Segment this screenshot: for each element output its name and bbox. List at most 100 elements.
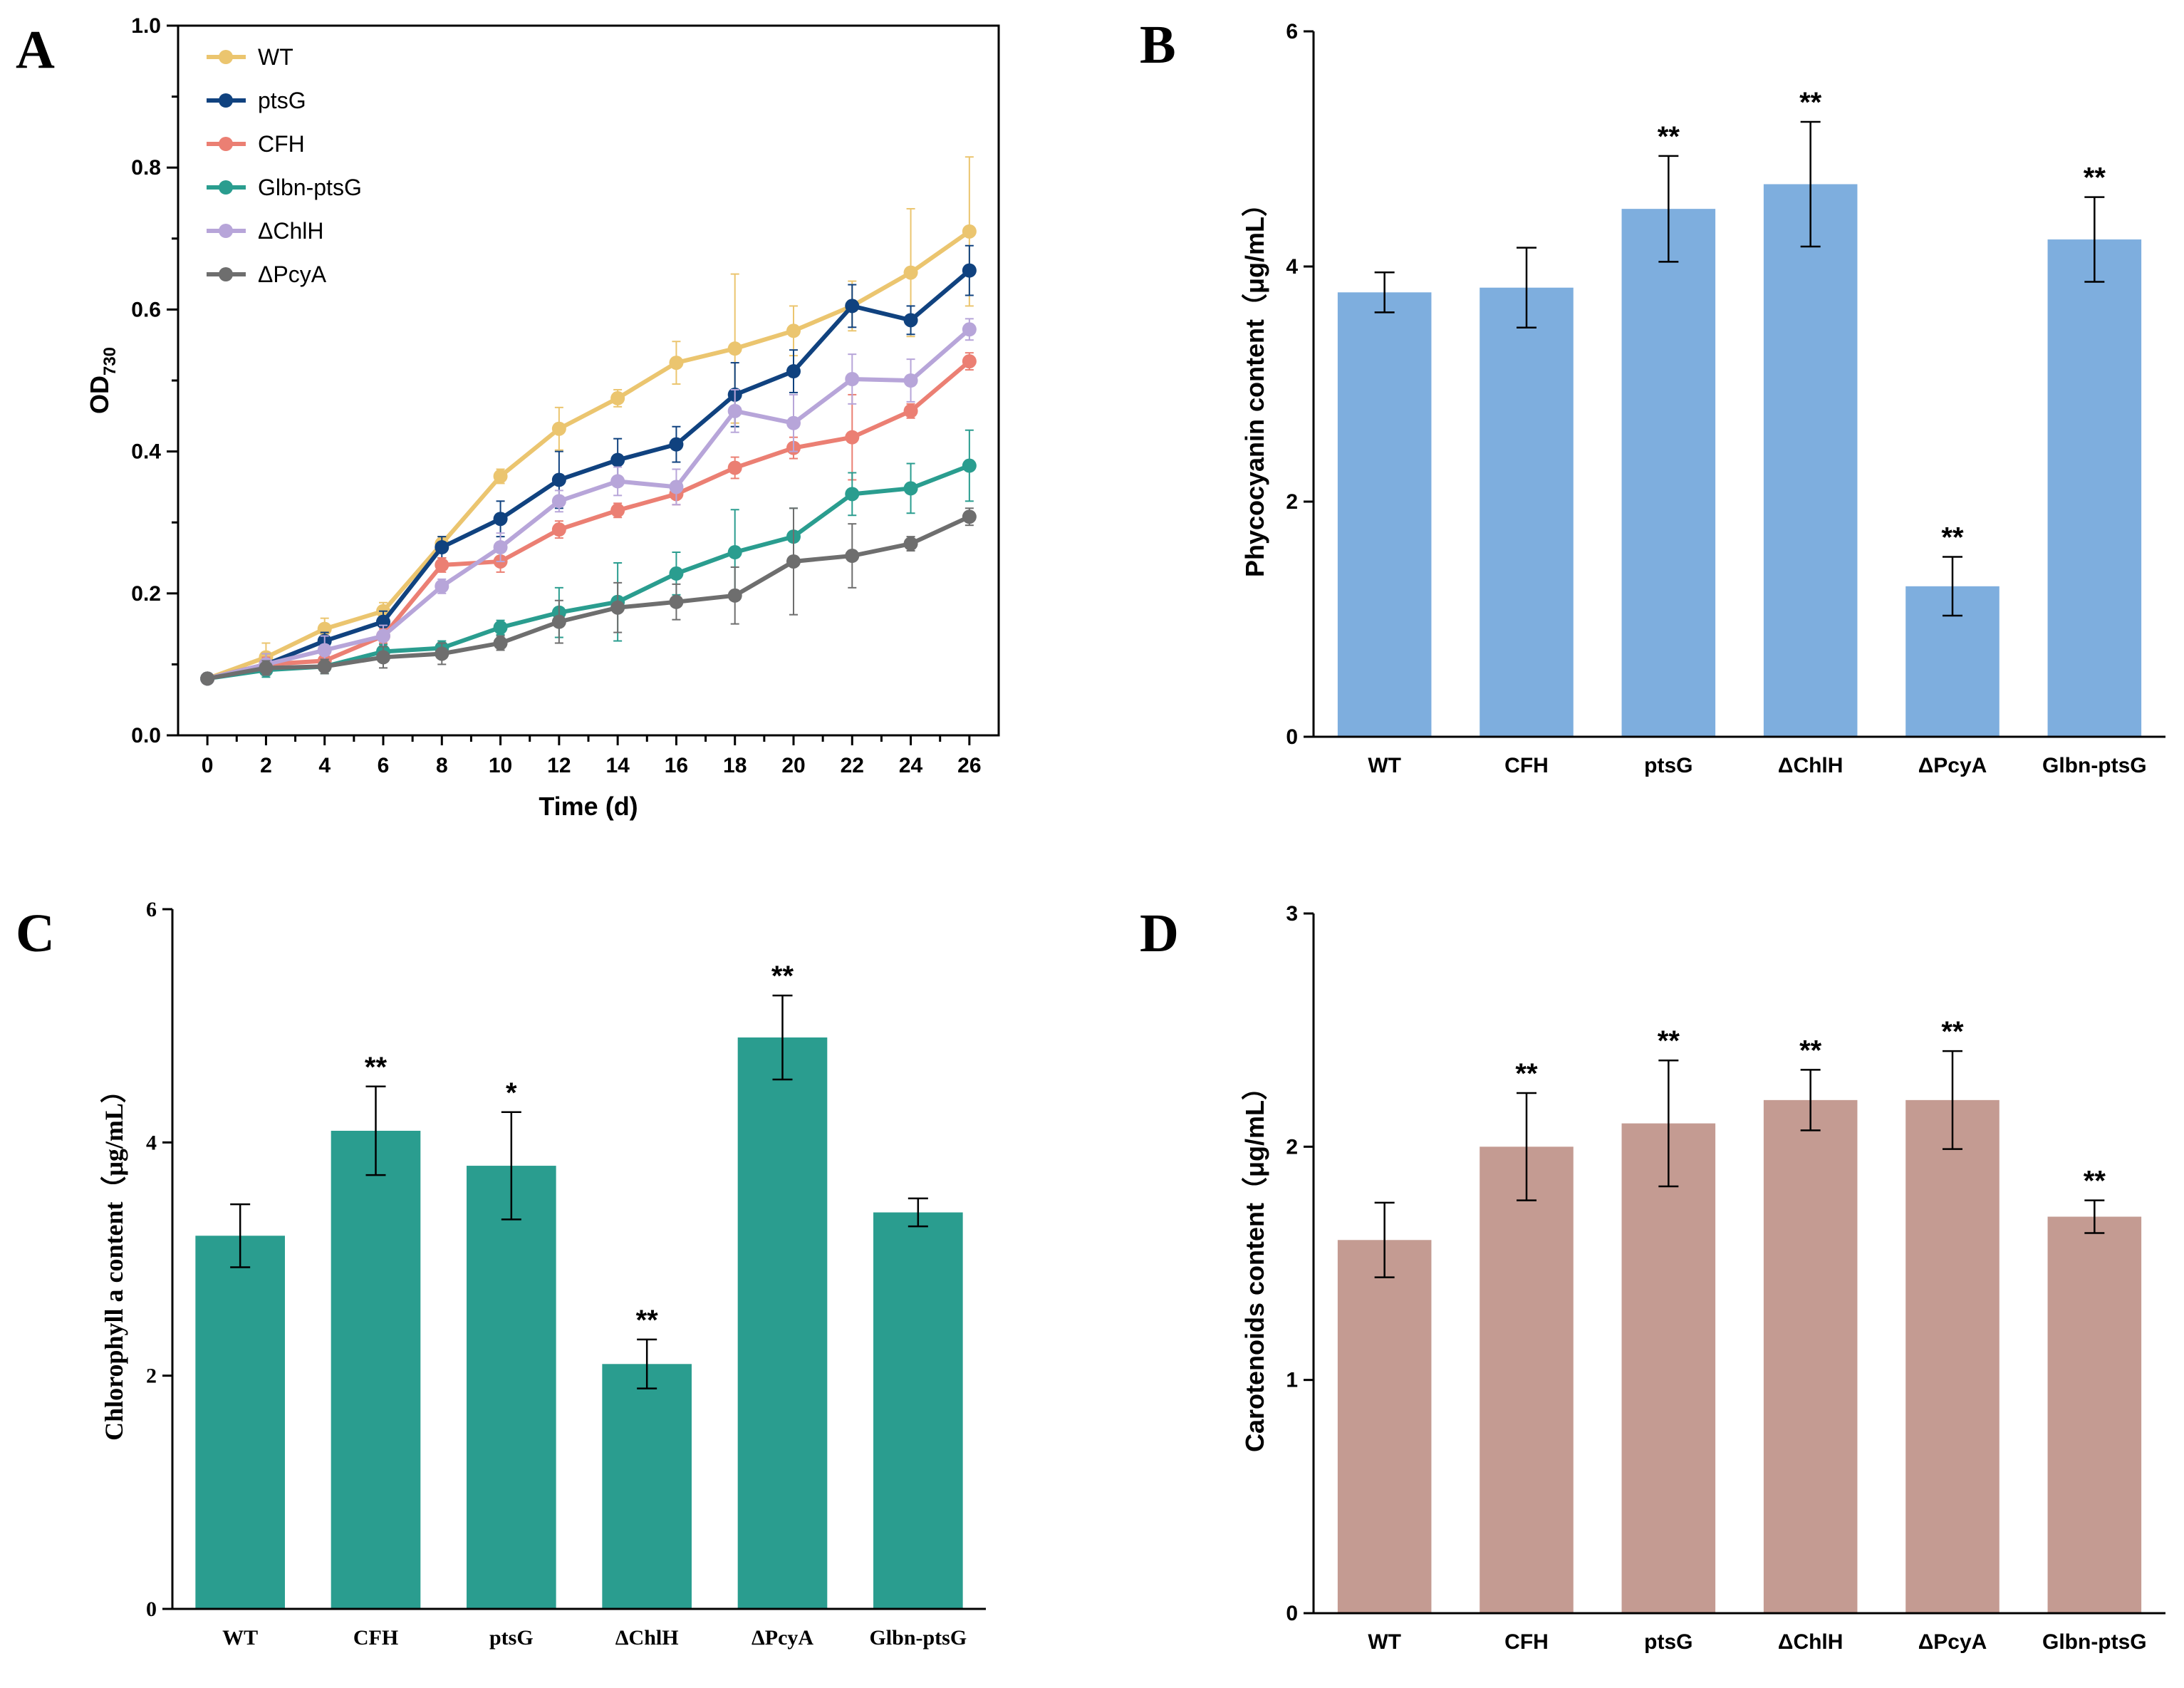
data-point bbox=[493, 469, 508, 484]
x-tick-label: WT bbox=[1368, 754, 1401, 777]
x-tick-label: ΔChlH bbox=[615, 1626, 679, 1650]
series-line bbox=[207, 514, 971, 681]
series-line bbox=[207, 359, 971, 681]
x-tick-label: CFH bbox=[1504, 754, 1549, 777]
y-axis-title: OD730 bbox=[85, 347, 120, 414]
bar-Glbn-ptsG bbox=[2047, 239, 2142, 737]
y-tick-label: 2 bbox=[1286, 1135, 1298, 1159]
x-tick-label: 10 bbox=[489, 754, 512, 777]
legend-marker bbox=[219, 93, 233, 108]
data-point bbox=[962, 509, 977, 524]
data-point bbox=[903, 373, 918, 388]
data-point bbox=[610, 503, 625, 518]
y-tick-label: 0.4 bbox=[131, 440, 161, 464]
legend-marker bbox=[219, 224, 233, 238]
x-tick-label: ΔPcyA bbox=[1918, 754, 1987, 777]
significance-marker: ** bbox=[1515, 1058, 1538, 1089]
y-tick-label: 3 bbox=[1286, 902, 1298, 926]
data-point bbox=[551, 472, 566, 487]
x-tick-label: ΔPcyA bbox=[1918, 1630, 1987, 1654]
data-point bbox=[259, 661, 274, 675]
x-tick-label: 2 bbox=[260, 754, 272, 777]
data-point bbox=[845, 430, 860, 445]
y-tick-label: 0.2 bbox=[131, 582, 161, 606]
data-point bbox=[435, 557, 449, 572]
data-point bbox=[493, 636, 508, 651]
data-point bbox=[669, 437, 684, 452]
x-tick-label: 0 bbox=[202, 754, 214, 777]
data-point bbox=[551, 494, 566, 509]
legend-marker bbox=[219, 180, 233, 195]
data-point bbox=[376, 628, 390, 643]
x-tick-label: ΔChlH bbox=[1778, 754, 1844, 777]
x-tick-label: WT bbox=[222, 1626, 258, 1650]
x-tick-label: Glbn-ptsG bbox=[2042, 754, 2147, 777]
bar-ΔPcyA bbox=[737, 1037, 828, 1609]
data-point bbox=[727, 545, 742, 560]
data-point bbox=[727, 341, 742, 356]
data-point bbox=[845, 299, 860, 314]
x-tick-label: ptsG bbox=[489, 1626, 534, 1650]
x-tick-label: CFH bbox=[1504, 1630, 1549, 1654]
significance-marker: ** bbox=[1941, 1016, 1964, 1047]
bar-CFH bbox=[1480, 1146, 1574, 1613]
data-point bbox=[669, 566, 684, 581]
data-point bbox=[200, 671, 215, 686]
series-ΔPcyA bbox=[200, 507, 977, 686]
data-point bbox=[903, 537, 918, 552]
y-axis-title: Carotenoids content（μg/mL） bbox=[1240, 1075, 1269, 1452]
y-tick-label: 1 bbox=[1286, 1369, 1298, 1392]
data-point bbox=[903, 313, 918, 328]
data-point bbox=[493, 512, 508, 527]
panel-b-bar-chart: B WT CFH ** ptsG ** ΔChlH ** ΔPcyA ** Glbn-ptsG 0 2 4… bbox=[1140, 15, 2165, 777]
significance-marker: ** bbox=[2084, 1166, 2106, 1197]
series-line bbox=[207, 328, 971, 681]
significance-marker: ** bbox=[1941, 522, 1964, 554]
data-point bbox=[727, 588, 742, 603]
data-point bbox=[962, 458, 977, 473]
y-tick-label: 0.0 bbox=[131, 724, 161, 747]
data-point bbox=[669, 356, 684, 371]
data-point bbox=[845, 372, 860, 387]
legend-label: ΔChlH bbox=[258, 218, 324, 244]
data-point bbox=[903, 481, 918, 496]
data-point bbox=[610, 600, 625, 615]
x-tick-label: ptsG bbox=[1644, 754, 1692, 777]
data-point bbox=[845, 549, 860, 564]
legend-marker bbox=[219, 137, 233, 151]
panel-letter-b: B bbox=[1140, 15, 1176, 75]
data-point bbox=[551, 421, 566, 436]
data-point bbox=[786, 323, 801, 338]
legend-label: ptsG bbox=[258, 88, 306, 113]
panel-letter-d: D bbox=[1140, 903, 1179, 963]
y-tick-label: 0.8 bbox=[131, 156, 161, 180]
x-tick-label: ΔPcyA bbox=[752, 1626, 813, 1650]
series-line bbox=[207, 229, 971, 681]
y-tick-label: 0 bbox=[1286, 1602, 1298, 1625]
x-tick-label: ptsG bbox=[1644, 1630, 1692, 1654]
x-tick-label: ΔChlH bbox=[1778, 1630, 1844, 1654]
data-point bbox=[786, 364, 801, 379]
data-point bbox=[435, 540, 449, 555]
bar-ptsG bbox=[1621, 209, 1716, 737]
data-point bbox=[962, 322, 977, 337]
x-tick-label: CFH bbox=[353, 1626, 398, 1650]
data-point bbox=[435, 646, 449, 661]
y-axis-title: Chlorophyll a content（μg/mL） bbox=[100, 1077, 128, 1441]
data-point bbox=[903, 265, 918, 280]
panel-a-line-chart: A0.00.20.40.60.81.00 2 4 6 8 10 12 14 16 18 20 22 24… bbox=[16, 14, 1000, 821]
y-axis-title: Phycocyanin content（μg/mL） bbox=[1240, 191, 1269, 577]
y-tick-label: 2 bbox=[1286, 490, 1298, 514]
significance-marker: ** bbox=[771, 960, 794, 992]
panel-letter-c: C bbox=[16, 903, 55, 963]
data-point bbox=[610, 452, 625, 467]
x-tick-label: Glbn-ptsG bbox=[2042, 1630, 2147, 1654]
x-tick-label: 18 bbox=[723, 754, 747, 777]
bar-WT bbox=[1337, 1240, 1432, 1613]
x-tick-label: WT bbox=[1368, 1630, 1401, 1654]
x-axis-title: Time (d) bbox=[539, 792, 638, 821]
data-point bbox=[610, 390, 625, 405]
significance-marker: ** bbox=[1658, 121, 1680, 152]
bar-CFH bbox=[1480, 287, 1574, 737]
